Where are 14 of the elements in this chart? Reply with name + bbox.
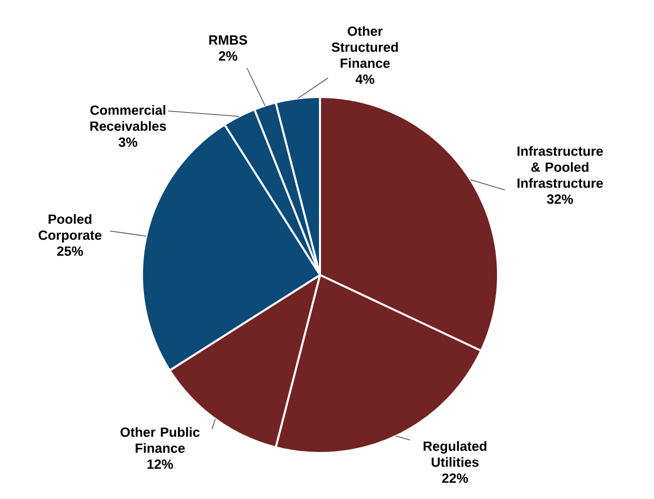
data-label: 4% [356,74,374,84]
data-label: 32% [546,194,573,204]
data-label: 25% [57,246,83,256]
slice-label: Regulated Utilities [424,441,486,467]
slice-label: Infrastructure & Pooled Infrastructure [518,146,603,188]
slice-label: RMBS [209,35,248,45]
slice-label: Other Public Finance [120,427,200,453]
slice-label: Other Structured Finance [332,26,398,68]
data-label: 2% [218,51,238,61]
data-label: 22% [442,473,468,483]
slice-label: Pooled Corporate [38,214,102,243]
slice-label: Commercial Receivables [90,105,166,131]
data-label: 12% [148,459,173,469]
data-label: 3% [118,137,138,147]
